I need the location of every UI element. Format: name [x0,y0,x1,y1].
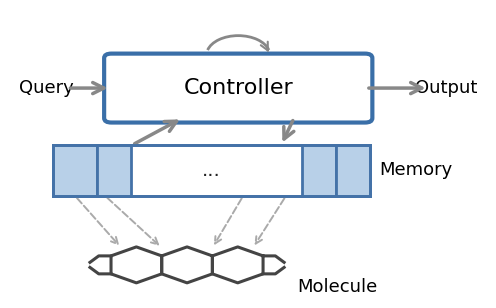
FancyBboxPatch shape [53,145,97,196]
FancyBboxPatch shape [104,54,372,123]
Text: Controller: Controller [184,78,293,98]
Text: Memory: Memory [379,161,453,180]
Text: ...: ... [202,161,221,180]
Text: Molecule: Molecule [297,278,377,296]
Text: Query: Query [19,79,73,97]
FancyBboxPatch shape [97,145,131,196]
FancyBboxPatch shape [302,145,336,196]
FancyBboxPatch shape [53,145,370,196]
Text: Output: Output [415,79,477,97]
FancyBboxPatch shape [336,145,370,196]
